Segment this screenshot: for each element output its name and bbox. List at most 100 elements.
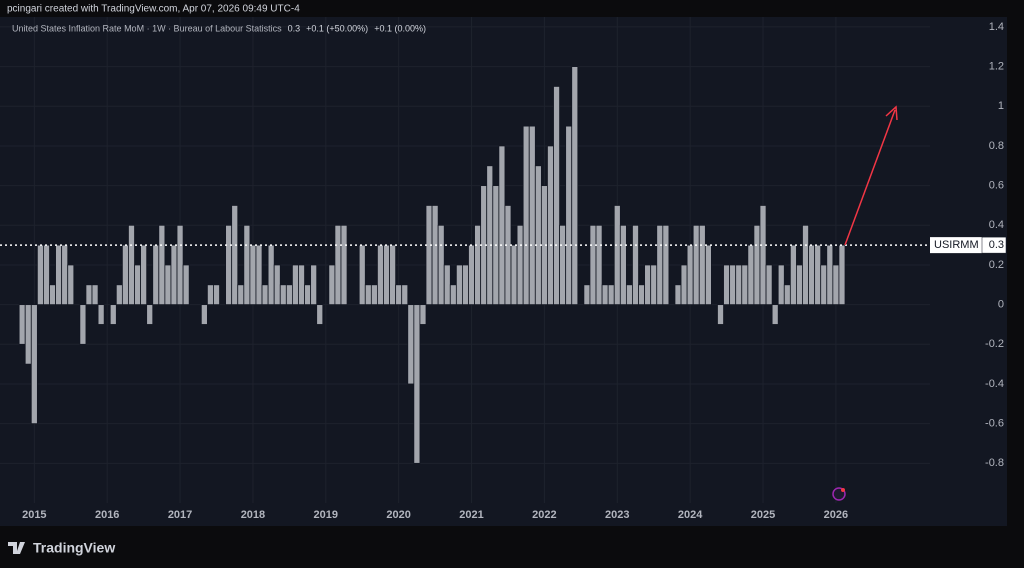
bar bbox=[85, 284, 93, 306]
bar bbox=[808, 244, 816, 306]
bar bbox=[237, 284, 245, 306]
bar bbox=[91, 284, 99, 306]
bar bbox=[717, 304, 724, 325]
bar bbox=[158, 224, 166, 306]
bar bbox=[383, 244, 390, 306]
bar bbox=[97, 304, 105, 325]
bar bbox=[377, 244, 384, 306]
bar bbox=[395, 284, 403, 306]
bar bbox=[213, 284, 220, 306]
bar bbox=[370, 284, 378, 306]
bar bbox=[559, 224, 567, 306]
bar bbox=[474, 224, 482, 306]
bar bbox=[304, 284, 312, 306]
bar bbox=[565, 125, 573, 306]
bar bbox=[401, 284, 409, 306]
bar bbox=[146, 304, 154, 325]
bar bbox=[759, 205, 767, 306]
y-tick-label: 1.4 bbox=[989, 21, 1004, 33]
bar bbox=[358, 244, 366, 306]
bar bbox=[820, 264, 828, 306]
bar bbox=[796, 264, 803, 306]
x-tick-label: 2020 bbox=[386, 509, 410, 521]
bar bbox=[528, 125, 536, 306]
bar bbox=[67, 264, 75, 306]
bar bbox=[407, 304, 415, 385]
bar bbox=[771, 304, 779, 325]
bar bbox=[534, 165, 542, 306]
bar bbox=[650, 264, 658, 306]
x-tick-label: 2024 bbox=[678, 509, 703, 521]
y-tick-label: 1.2 bbox=[989, 60, 1004, 72]
y-tick-label: 0 bbox=[998, 299, 1004, 311]
bar bbox=[613, 205, 621, 306]
bar bbox=[747, 244, 755, 306]
x-tick-label: 2016 bbox=[95, 509, 119, 521]
x-tick-label: 2026 bbox=[824, 509, 848, 521]
bar bbox=[18, 304, 26, 345]
bar bbox=[389, 244, 397, 306]
legend-change: +0.1 (0.00%) bbox=[374, 23, 426, 33]
bar bbox=[128, 224, 135, 306]
bar bbox=[674, 284, 682, 306]
y-tick-label: -0.8 bbox=[985, 457, 1004, 469]
bar bbox=[261, 284, 269, 306]
bar bbox=[638, 284, 646, 306]
credit: pcingari created with TradingView.com, A… bbox=[7, 4, 300, 15]
bar bbox=[298, 264, 305, 306]
bar bbox=[437, 224, 445, 306]
bar bbox=[36, 244, 44, 306]
x-tick-label: 2025 bbox=[751, 509, 775, 521]
y-tick-label: -0.4 bbox=[985, 378, 1004, 390]
x-tick-label: 2023 bbox=[605, 509, 629, 521]
bar bbox=[838, 244, 846, 306]
bar bbox=[231, 205, 239, 306]
bar bbox=[310, 264, 318, 306]
bar bbox=[24, 304, 32, 365]
y-tick-label: 0.4 bbox=[989, 219, 1004, 231]
series-label: USIRMM bbox=[934, 239, 979, 251]
x-tick-label: 2019 bbox=[314, 509, 338, 521]
bar bbox=[455, 264, 463, 306]
legend-title: United States Inflation Rate MoM · 1W · … bbox=[12, 23, 282, 33]
bar bbox=[340, 224, 348, 306]
bar bbox=[516, 224, 524, 306]
bar bbox=[735, 264, 743, 306]
bar bbox=[462, 264, 469, 306]
bar bbox=[607, 284, 615, 306]
bar bbox=[656, 224, 664, 306]
bar bbox=[364, 284, 372, 306]
y-tick-label: 0.6 bbox=[989, 180, 1004, 192]
bar bbox=[419, 304, 427, 325]
bar bbox=[43, 244, 50, 306]
bar bbox=[285, 284, 293, 306]
bar bbox=[55, 244, 63, 306]
bar bbox=[316, 304, 324, 325]
bar bbox=[249, 244, 257, 306]
bar bbox=[644, 264, 652, 306]
bar bbox=[115, 284, 123, 306]
bar bbox=[741, 264, 749, 306]
bar bbox=[279, 284, 287, 306]
bar bbox=[625, 284, 633, 306]
bar bbox=[334, 224, 342, 306]
bar bbox=[164, 264, 172, 306]
bar bbox=[826, 244, 834, 306]
legend-value: 0.3 bbox=[288, 23, 301, 33]
last-value-box bbox=[981, 236, 1007, 254]
bar bbox=[632, 224, 639, 306]
bar bbox=[704, 244, 712, 306]
event-icon bbox=[832, 487, 846, 501]
arrow-line bbox=[844, 109, 896, 246]
bar bbox=[589, 224, 597, 306]
bar bbox=[547, 145, 554, 306]
bar bbox=[498, 145, 506, 306]
x-tick-label: 2017 bbox=[168, 509, 192, 521]
bar bbox=[134, 264, 141, 306]
bar bbox=[468, 244, 475, 306]
bar bbox=[431, 205, 439, 306]
bar bbox=[200, 304, 208, 325]
bar bbox=[267, 244, 275, 306]
bar bbox=[802, 224, 809, 306]
last-value-label: 0.3 bbox=[989, 239, 1004, 251]
